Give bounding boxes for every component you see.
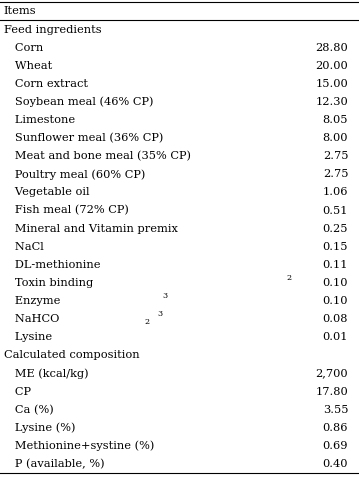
Text: 8.00: 8.00 xyxy=(323,133,348,143)
Text: 12.30: 12.30 xyxy=(316,97,348,107)
Text: 0.86: 0.86 xyxy=(323,423,348,433)
Text: 2.75: 2.75 xyxy=(323,151,348,161)
Text: 0.08: 0.08 xyxy=(323,314,348,324)
Text: 0.01: 0.01 xyxy=(323,332,348,342)
Text: 3: 3 xyxy=(163,292,168,300)
Text: Calculated composition: Calculated composition xyxy=(4,350,139,360)
Text: Toxin binding: Toxin binding xyxy=(4,278,93,288)
Text: 28.80: 28.80 xyxy=(316,43,348,53)
Text: 0.25: 0.25 xyxy=(323,224,348,234)
Text: Poultry meal (60% CP): Poultry meal (60% CP) xyxy=(4,169,145,180)
Text: 2.75: 2.75 xyxy=(323,170,348,179)
Text: 0.51: 0.51 xyxy=(323,205,348,216)
Text: Vegetable oil: Vegetable oil xyxy=(4,187,89,197)
Text: 0.40: 0.40 xyxy=(323,459,348,469)
Text: Soybean meal (46% CP): Soybean meal (46% CP) xyxy=(4,97,153,107)
Text: 0.15: 0.15 xyxy=(323,242,348,252)
Text: Methionine+systine (%): Methionine+systine (%) xyxy=(4,441,154,451)
Text: 0.11: 0.11 xyxy=(323,260,348,270)
Text: 3: 3 xyxy=(157,310,162,318)
Text: 0.69: 0.69 xyxy=(323,441,348,451)
Text: Sunflower meal (36% CP): Sunflower meal (36% CP) xyxy=(4,133,163,143)
Text: 2: 2 xyxy=(286,274,291,282)
Text: NaHCO: NaHCO xyxy=(4,314,59,324)
Text: NaCl: NaCl xyxy=(4,242,43,252)
Text: 3.55: 3.55 xyxy=(323,405,348,415)
Text: Ca (%): Ca (%) xyxy=(4,404,53,415)
Text: Mineral and Vitamin premix: Mineral and Vitamin premix xyxy=(4,224,177,234)
Text: Items: Items xyxy=(4,6,36,16)
Text: 17.80: 17.80 xyxy=(316,387,348,397)
Text: Enzyme: Enzyme xyxy=(4,296,60,306)
Text: Corn extract: Corn extract xyxy=(4,79,88,89)
Text: Corn: Corn xyxy=(4,43,43,53)
Text: 15.00: 15.00 xyxy=(316,79,348,89)
Text: Limestone: Limestone xyxy=(4,115,75,125)
Text: 1.06: 1.06 xyxy=(323,187,348,197)
Text: 0.10: 0.10 xyxy=(323,296,348,306)
Text: DL-methionine: DL-methionine xyxy=(4,260,100,270)
Text: Lysine (%): Lysine (%) xyxy=(4,422,75,433)
Text: Wheat: Wheat xyxy=(4,61,52,71)
Text: Lysine: Lysine xyxy=(4,332,52,342)
Text: Fish meal (72% CP): Fish meal (72% CP) xyxy=(4,205,129,216)
Text: 0.10: 0.10 xyxy=(323,278,348,288)
Text: P (available, %): P (available, %) xyxy=(4,459,104,469)
Text: 20.00: 20.00 xyxy=(316,61,348,71)
Text: 2: 2 xyxy=(145,318,150,326)
Text: 2,700: 2,700 xyxy=(316,368,348,378)
Text: CP: CP xyxy=(4,387,31,397)
Text: Meat and bone meal (35% CP): Meat and bone meal (35% CP) xyxy=(4,151,191,161)
Text: Feed ingredients: Feed ingredients xyxy=(4,24,101,34)
Text: ME (kcal/kg): ME (kcal/kg) xyxy=(4,368,88,379)
Text: 8.05: 8.05 xyxy=(323,115,348,125)
